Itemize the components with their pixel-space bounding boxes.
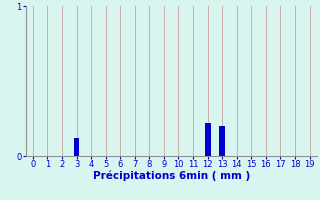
- Bar: [219, 126, 225, 156]
- Bar: [74, 138, 79, 156]
- X-axis label: Précipitations 6min ( mm ): Précipitations 6min ( mm ): [92, 171, 250, 181]
- Bar: [205, 123, 211, 156]
